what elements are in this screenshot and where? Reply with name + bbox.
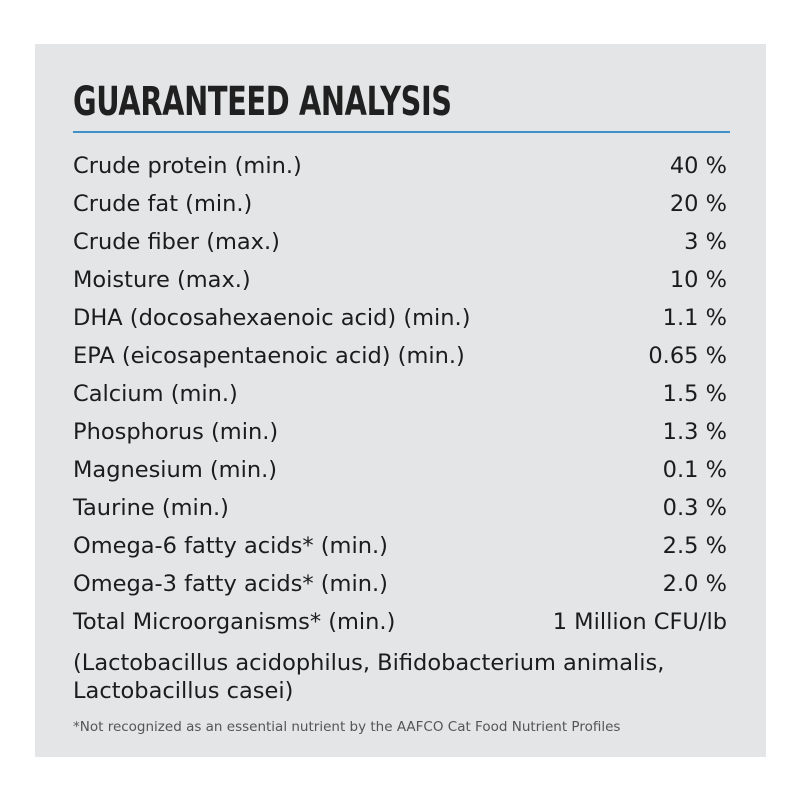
analysis-row: Total Microorganisms* (min.) 1 Million C… <box>73 603 727 641</box>
nutrient-value: 2.0 % <box>662 571 727 597</box>
analysis-row: Crude fiber (max.) 3 % <box>73 223 727 261</box>
nutrient-value: 0.3 % <box>662 495 727 521</box>
aafco-footnote: *Not recognized as an essential nutrient… <box>73 719 621 735</box>
guaranteed-analysis-panel: GUARANTEED ANALYSIS Crude protein (min.)… <box>35 44 766 757</box>
nutrient-label: Omega-6 fatty acids* (min.) <box>73 533 388 559</box>
nutrient-label: Crude fat (min.) <box>73 191 253 217</box>
analysis-row: EPA (eicosapentaenoic acid) (min.) 0.65 … <box>73 337 727 375</box>
analysis-row: Crude fat (min.) 20 % <box>73 185 727 223</box>
nutrient-label: Calcium (min.) <box>73 381 238 407</box>
nutrient-label: EPA (eicosapentaenoic acid) (min.) <box>73 343 465 369</box>
title-divider <box>73 131 730 133</box>
nutrient-label: Magnesium (min.) <box>73 457 278 483</box>
nutrient-label: Total Microorganisms* (min.) <box>73 609 396 635</box>
analysis-row: Calcium (min.) 1.5 % <box>73 375 727 413</box>
analysis-table: Crude protein (min.) 40 % Crude fat (min… <box>73 147 727 641</box>
nutrient-value: 1 Million CFU/lb <box>552 609 727 635</box>
microorganisms-note: (Lactobacillus acidophilus, Bifidobacter… <box>73 650 665 704</box>
analysis-row: Phosphorus (min.) 1.3 % <box>73 413 727 451</box>
nutrient-label: Omega-3 fatty acids* (min.) <box>73 571 388 597</box>
analysis-row: Omega-3 fatty acids* (min.) 2.0 % <box>73 565 727 603</box>
nutrient-label: Taurine (min.) <box>73 495 229 521</box>
analysis-row: Omega-6 fatty acids* (min.) 2.5 % <box>73 527 727 565</box>
nutrient-value: 10 % <box>669 267 727 293</box>
nutrient-label: Moisture (max.) <box>73 267 251 293</box>
nutrient-label: Crude protein (min.) <box>73 153 302 179</box>
nutrient-value: 0.65 % <box>648 343 727 369</box>
nutrient-value: 1.3 % <box>662 419 727 445</box>
analysis-row: Moisture (max.) 10 % <box>73 261 727 299</box>
nutrient-value: 40 % <box>669 153 727 179</box>
nutrient-label: Phosphorus (min.) <box>73 419 279 445</box>
nutrient-value: 2.5 % <box>662 533 727 559</box>
nutrient-value: 1.1 % <box>662 305 727 331</box>
analysis-row: Crude protein (min.) 40 % <box>73 147 727 185</box>
analysis-row: Magnesium (min.) 0.1 % <box>73 451 727 489</box>
analysis-row: Taurine (min.) 0.3 % <box>73 489 727 527</box>
nutrient-value: 1.5 % <box>662 381 727 407</box>
nutrient-value: 20 % <box>669 191 727 217</box>
nutrient-label: DHA (docosahexaenoic acid) (min.) <box>73 305 471 331</box>
nutrient-value: 0.1 % <box>662 457 727 483</box>
panel-title: GUARANTEED ANALYSIS <box>73 79 452 125</box>
nutrient-label: Crude fiber (max.) <box>73 229 280 255</box>
analysis-row: DHA (docosahexaenoic acid) (min.) 1.1 % <box>73 299 727 337</box>
nutrient-value: 3 % <box>684 229 727 255</box>
